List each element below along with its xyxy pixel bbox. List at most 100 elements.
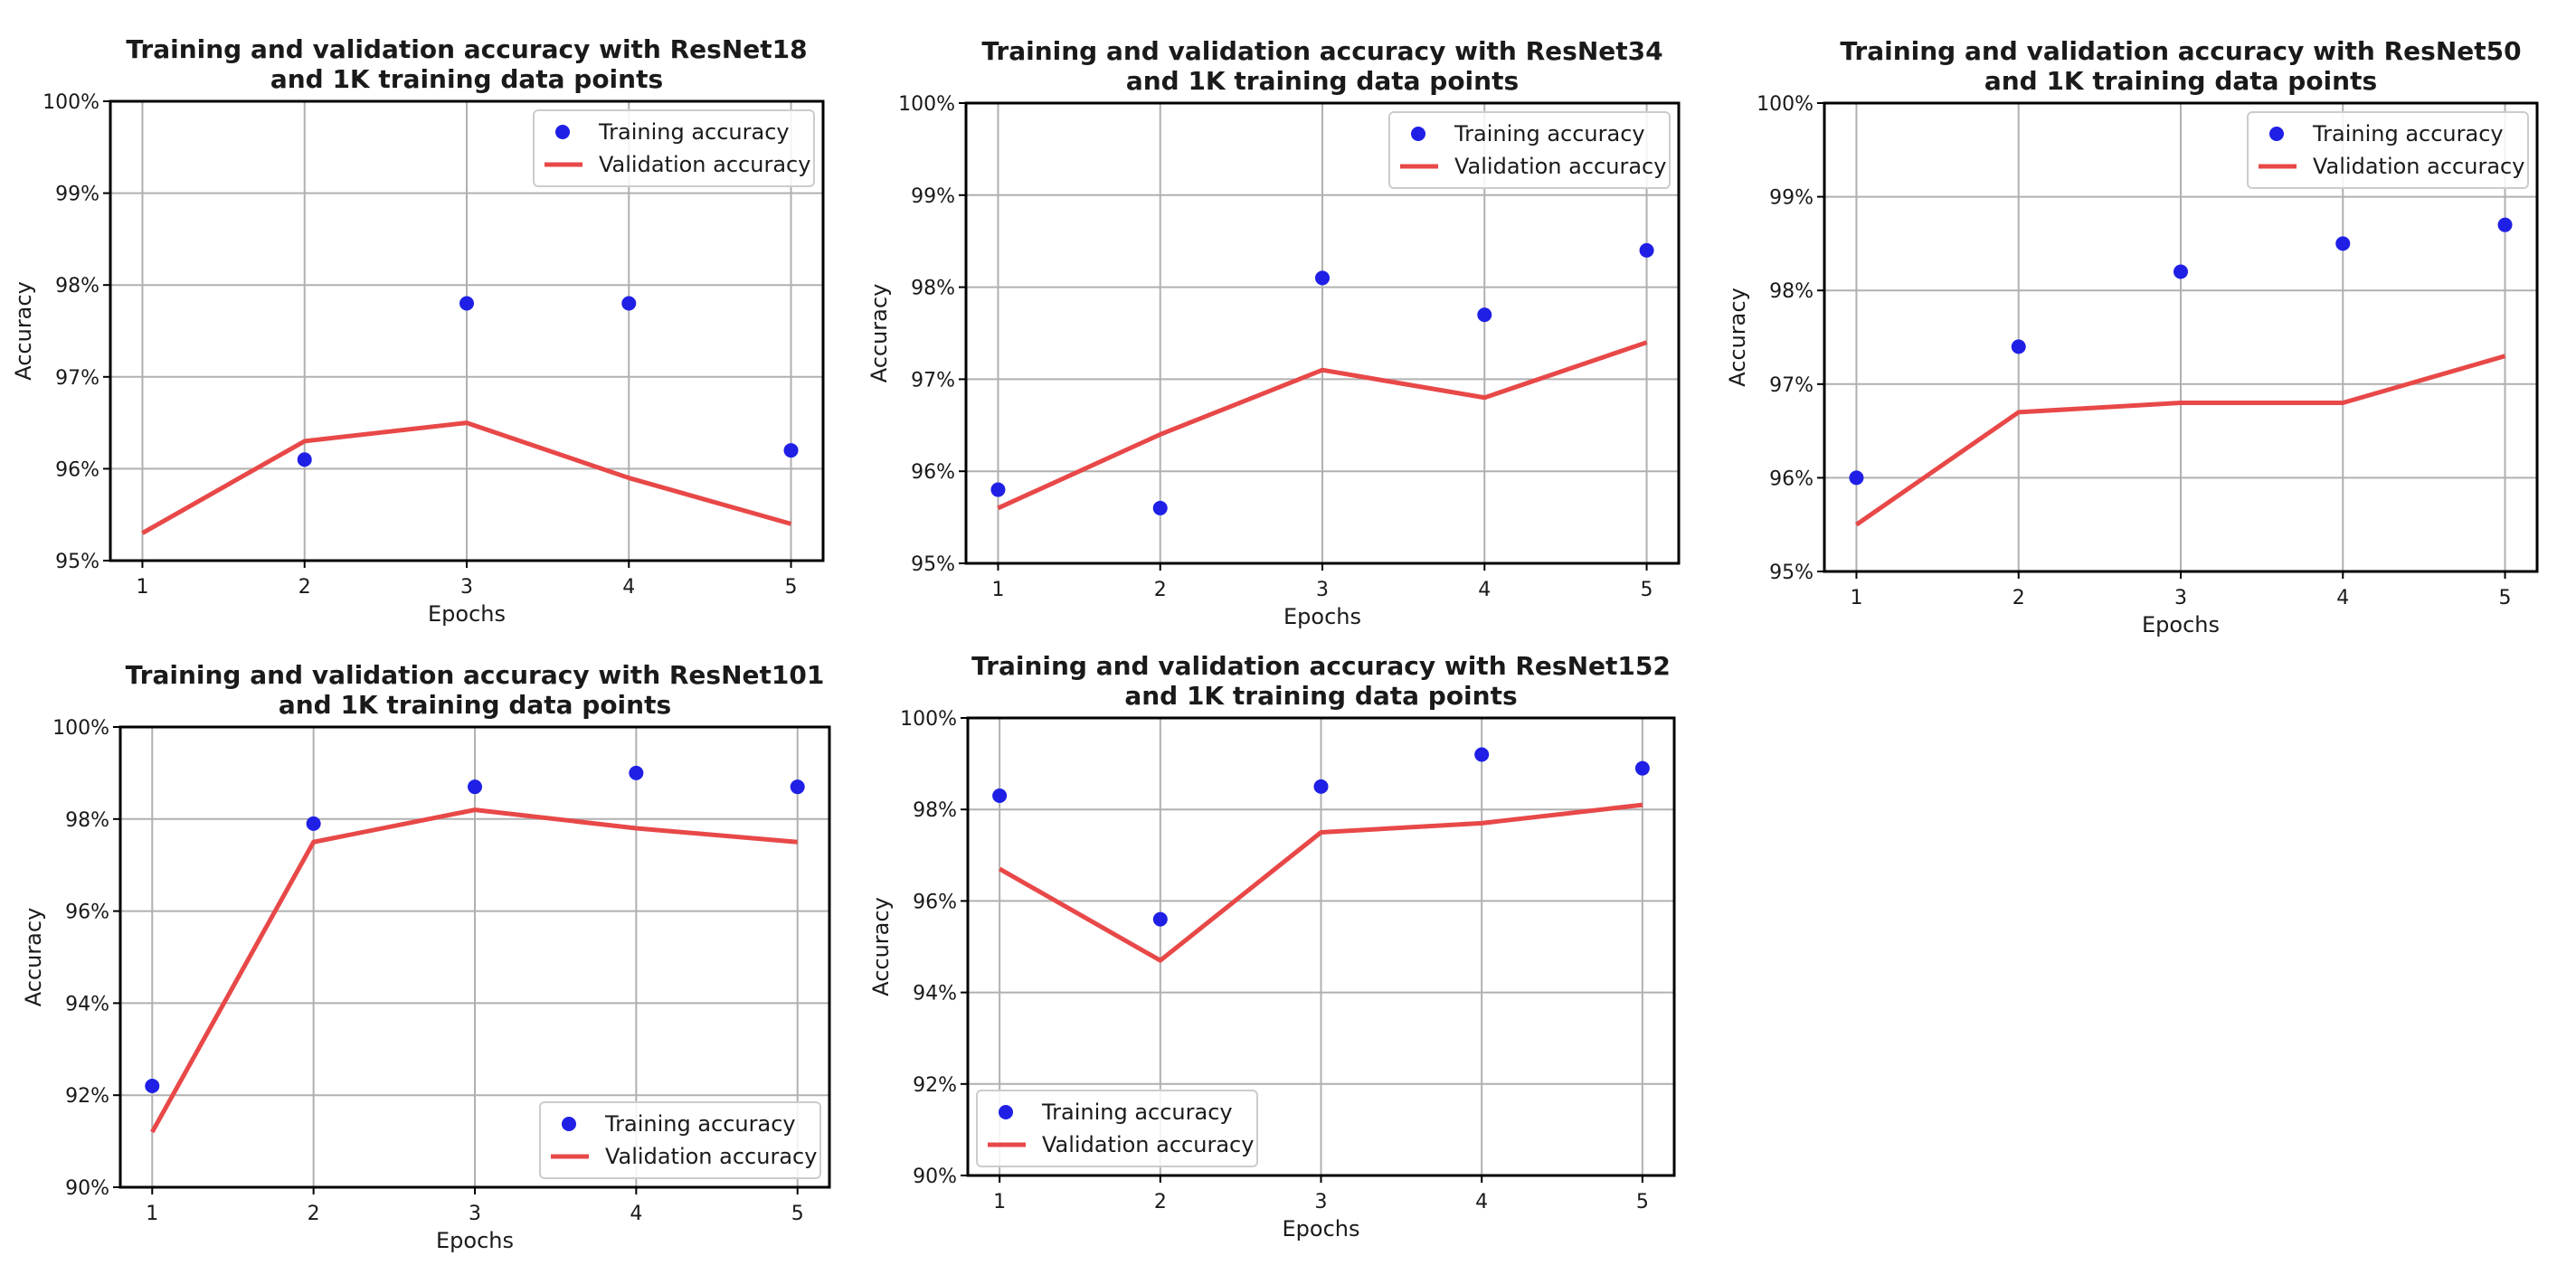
legend: Training accuracy Validation accuracy [539,1101,821,1179]
x-tick-label: 4 [622,576,635,599]
legend-label-training: Training accuracy [604,1111,796,1137]
legend-label-training: Training accuracy [2312,121,2504,146]
y-tick-label: 96% [911,461,955,484]
legend-box [2247,111,2529,189]
validation-accuracy-line [141,420,792,535]
legend: Training accuracy Validation accuracy [2247,111,2529,189]
training-accuracy-point [1849,470,1864,486]
legend-box [533,109,815,187]
chart-title-line: and 1K training data points [1126,66,1519,96]
x-tick-label: 5 [785,576,798,599]
y-tick-label: 99% [1769,187,1814,210]
x-tick-label: 4 [2336,587,2349,609]
legend-label-validation: Validation accuracy [599,152,810,177]
y-tick-label: 96% [55,458,99,481]
y-tick-label: 100% [1757,93,1814,116]
x-tick-label: 4 [1478,579,1491,601]
y-tick-label: 100% [898,93,955,116]
legend-label-validation: Validation accuracy [2313,154,2524,179]
legend: Training accuracy Validation accuracy [976,1090,1258,1167]
legend-box [976,1090,1258,1167]
legend-label-training: Training accuracy [1041,1100,1233,1125]
training-accuracy-point [1477,307,1492,323]
chart-panel-3: 95% 96% 97% 98% 99% 100% 1 2 3 4 5 Epochs Accuracy Tr… [1725,36,2539,637]
legend-marker-training [2269,127,2284,141]
x-axis-label: Epochs [1283,604,1361,629]
training-accuracy-point [1315,270,1330,286]
y-tick-label: 100% [900,708,957,731]
legend: Training accuracy Validation accuracy [1388,111,1671,189]
training-accuracy-point [992,788,1008,804]
training-accuracy-point [145,1079,160,1094]
x-tick-label: 5 [791,1203,804,1225]
legend-label-validation: Validation accuracy [1454,154,1666,179]
x-tick-label: 4 [630,1203,642,1225]
chart-title-line: Training and validation accuracy with Re… [126,34,807,64]
plot-area-frame [966,716,1676,1177]
y-tick-label: 94% [65,993,109,1015]
plot-area-frame [1823,101,2539,573]
y-axis-label: Accuracy [1725,288,1750,387]
chart-panel-2: 95% 96% 97% 98% 99% 100% 1 2 3 4 5 Epochs Accuracy Tr… [867,36,1681,629]
y-tick-label: 95% [1769,562,1814,584]
training-accuracy-point [2497,217,2513,232]
chart-title-line: Training and validation accuracy with Re… [1840,36,2521,66]
x-tick-label: 1 [993,1191,1006,1213]
y-tick-label: 100% [43,91,99,114]
chart-title-line: and 1K training data points [270,64,663,94]
x-tick-label: 3 [469,1203,481,1225]
y-tick-label: 99% [55,184,99,206]
chart-panel-5: 90% 92% 94% 96% 98% 100% 1 2 3 4 5 Epochs Accuracy Tr… [868,651,1676,1241]
training-accuracy-point [790,779,805,795]
x-tick-label: 2 [1154,1191,1167,1213]
y-axis-label: Accuracy [867,284,892,383]
plot-area-frame [109,99,825,562]
plot-area-frame [118,725,831,1189]
y-tick-label: 98% [65,809,109,832]
x-tick-label: 1 [1850,587,1862,609]
y-tick-label: 98% [1769,280,1814,303]
x-tick-label: 5 [1636,1191,1649,1213]
training-accuracy-point [1152,500,1168,515]
training-accuracy-point [783,443,799,458]
legend-marker-training [999,1105,1013,1119]
x-tick-label: 5 [1641,579,1653,601]
chart-title-line: and 1K training data points [1984,66,2377,96]
legend-marker-training [1411,127,1425,141]
y-axis-label: Accuracy [21,908,46,1007]
x-tick-label: 3 [1316,579,1329,601]
x-axis-label: Epochs [2142,612,2220,637]
y-tick-label: 98% [913,799,957,822]
x-tick-label: 1 [991,579,1004,601]
validation-accuracy-line [998,802,1643,963]
legend-label-training: Training accuracy [598,119,790,145]
x-tick-label: 2 [298,576,311,599]
training-accuracy-point [2174,264,2188,279]
legend-marker-training [562,1117,576,1131]
y-axis-label: Accuracy [11,281,36,381]
x-tick-label: 2 [2012,587,2025,609]
training-accuracy-point [2011,339,2026,354]
y-tick-label: 95% [911,553,955,576]
y-tick-label: 98% [55,275,99,297]
y-tick-label: 94% [913,983,957,1005]
training-accuracy-point [1474,747,1490,762]
training-accuracy-point [2335,236,2351,251]
y-tick-label: 90% [913,1166,957,1188]
training-accuracy-point [297,452,312,467]
y-tick-label: 96% [1769,467,1814,490]
y-tick-label: 96% [913,891,957,913]
x-tick-label: 3 [1315,1191,1328,1213]
training-accuracy-point [1313,779,1329,794]
x-tick-label: 2 [1154,579,1167,601]
x-tick-label: 1 [146,1203,158,1225]
training-accuracy-point [459,296,474,311]
chart-title-line: Training and validation accuracy with Re… [126,660,825,690]
y-tick-label: 98% [911,278,955,300]
y-tick-label: 95% [55,551,99,573]
validation-accuracy-line [1855,354,2506,527]
training-accuracy-point [990,482,1006,497]
y-tick-label: 97% [55,367,99,390]
x-tick-label: 5 [2499,587,2512,609]
